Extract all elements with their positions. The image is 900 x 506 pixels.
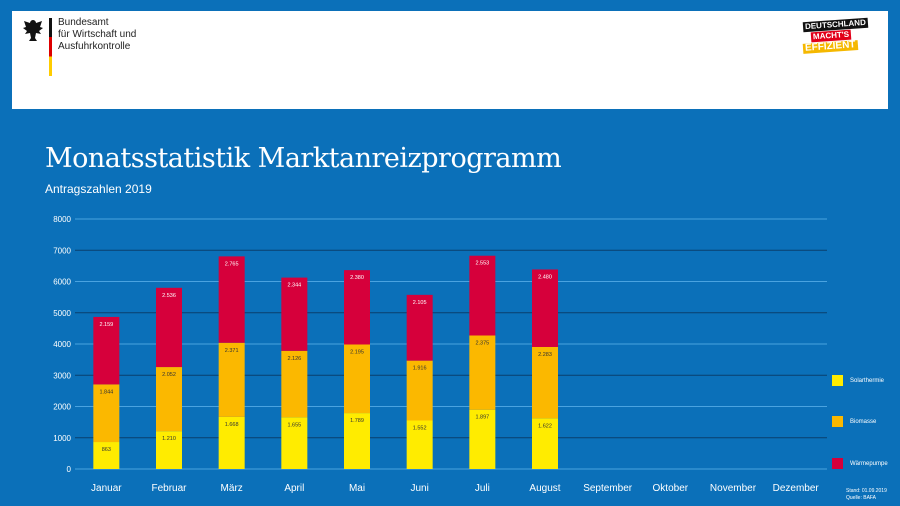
legend-label: Solarthermie	[850, 377, 885, 384]
bar-segment-biomasse	[406, 360, 433, 421]
x-tick-label: April	[284, 483, 304, 494]
legend-biomasse: Biomasse	[832, 416, 876, 427]
data-label: 1.844	[99, 389, 113, 395]
org-name: Bundesamt für Wirtschaft und Ausfuhrkont…	[58, 17, 136, 53]
y-tick-label: 1000	[53, 434, 71, 443]
data-label: 1.552	[413, 426, 427, 432]
data-label: 2.536	[162, 293, 176, 299]
org-line: Bundesamt	[58, 17, 109, 28]
y-tick-label: 4000	[53, 340, 71, 349]
page-title: Monatsstatistik Marktanreizprogramm	[45, 143, 562, 174]
x-tick-label: Juni	[410, 483, 428, 494]
bar-segment-wärmepumpe	[469, 255, 496, 336]
x-tick-label: November	[710, 483, 757, 494]
data-label: 1.789	[350, 418, 364, 424]
x-tick-label: Dezember	[773, 483, 820, 494]
data-label: 2.375	[475, 341, 489, 347]
data-label: 2.765	[225, 261, 239, 267]
bar-segment-wärmepumpe	[406, 294, 433, 361]
page-subtitle: Antragszahlen 2019	[45, 182, 152, 196]
data-label: 2.344	[287, 283, 301, 289]
x-tick-label: Februar	[151, 483, 187, 494]
data-label: 1.897	[475, 415, 489, 421]
bar-segment-biomasse	[532, 346, 558, 419]
data-label: 1.210	[162, 436, 176, 442]
legend-swatch	[832, 416, 843, 427]
x-tick-label: Mai	[349, 483, 365, 494]
bar-segment-biomasse	[218, 342, 245, 417]
bar-segment-biomasse	[156, 367, 182, 432]
legend-solarthermie: Solarthermie	[832, 375, 884, 386]
bar-segment-wärmepumpe	[281, 277, 308, 351]
org-line: für Wirtschaft und	[58, 29, 137, 40]
legend-label: Biomasse	[850, 418, 877, 425]
x-tick-label: Oktober	[653, 483, 689, 494]
data-label: 2.159	[99, 322, 113, 328]
bar-segment-wärmepumpe	[532, 269, 558, 347]
federal-eagle-icon	[23, 20, 43, 41]
source: Quelle: BAFA	[846, 495, 877, 501]
data-label: 2.195	[350, 350, 364, 356]
data-label: 2.380	[350, 275, 364, 281]
bar-segment-solarthermie	[469, 409, 496, 469]
bar-segment-solarthermie	[406, 420, 433, 469]
bar-segment-solarthermie	[218, 416, 245, 469]
bar-segment-wärmepumpe	[93, 316, 120, 385]
data-label: 1.916	[413, 366, 427, 372]
bar-segment-solarthermie	[156, 431, 182, 469]
legend-label: Wärmepumpe	[850, 460, 888, 467]
org-line: Ausfuhrkontrolle	[58, 41, 131, 52]
data-label: 863	[102, 447, 111, 453]
bar-segment-solarthermie	[532, 418, 558, 469]
data-label: 2.105	[413, 300, 427, 306]
bar-segment-wärmepumpe	[218, 256, 245, 343]
y-tick-label: 2000	[53, 403, 71, 412]
y-tick-label: 5000	[53, 309, 71, 318]
legend-swatch	[832, 458, 843, 469]
y-tick-label: 8000	[53, 215, 71, 224]
bar-segment-wärmepumpe	[344, 270, 370, 345]
legend-swatch	[832, 375, 843, 386]
flag-stripe	[49, 18, 52, 76]
x-tick-label: Juli	[475, 483, 490, 494]
data-label: 1.622	[538, 423, 552, 429]
data-label: 1.655	[287, 422, 301, 428]
x-tick-label: August	[529, 483, 560, 494]
bar-segment-biomasse	[93, 384, 120, 443]
x-tick-label: Januar	[91, 483, 122, 494]
legend-waermepumpe: Wärmepumpe	[832, 458, 888, 469]
bar-segment-solarthermie	[344, 413, 370, 469]
bar-segment-biomasse	[344, 344, 370, 414]
y-tick-label: 7000	[53, 246, 71, 255]
data-label: 2.553	[475, 261, 489, 267]
data-label: 1.668	[225, 422, 239, 428]
bar-segment-solarthermie	[93, 442, 120, 469]
y-tick-label: 3000	[53, 371, 71, 380]
y-tick-label: 6000	[53, 278, 71, 287]
data-label: 2.126	[287, 356, 301, 362]
bar-segment-wärmepumpe	[156, 287, 182, 368]
data-label: 2.283	[538, 352, 552, 358]
x-tick-label: März	[221, 483, 243, 494]
data-label: 2.480	[538, 274, 552, 280]
data-label: 2.371	[225, 348, 239, 354]
y-tick-label: 0	[67, 465, 72, 474]
x-tick-label: September	[583, 483, 633, 494]
bar-segment-biomasse	[281, 350, 308, 418]
stand-date: Stand: 01.09.2019	[846, 488, 887, 494]
data-label: 2.052	[162, 372, 176, 378]
header-bar	[12, 11, 888, 109]
bar-segment-solarthermie	[281, 417, 308, 469]
bar-segment-biomasse	[469, 335, 496, 410]
source-note: Stand: 01.09.2019 Quelle: BAFA	[846, 488, 887, 502]
